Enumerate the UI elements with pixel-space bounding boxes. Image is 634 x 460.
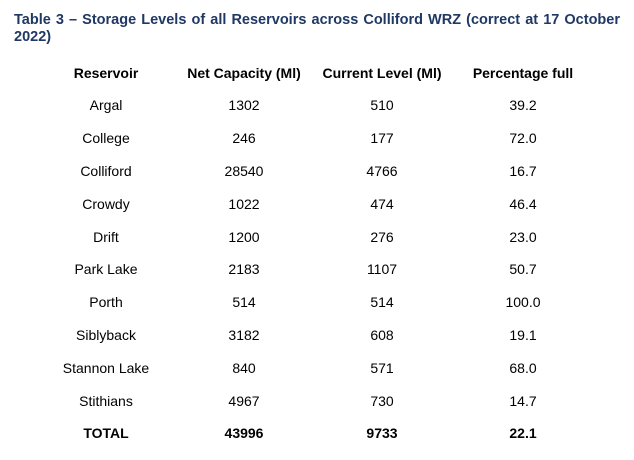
- reservoir-name: College: [82, 130, 130, 147]
- total-percentage-full: 22.1: [509, 425, 537, 442]
- table-row: Park Lake 2183 1107 50.7: [37, 253, 595, 286]
- percentage-full-value: 68.0: [509, 359, 537, 376]
- table-row: Stithians 4967 730 14.7: [37, 384, 595, 417]
- reservoir-name: Stithians: [79, 392, 133, 409]
- percentage-full-value: 19.1: [509, 326, 537, 343]
- net-capacity-value: 1022: [228, 195, 260, 212]
- total-current-level: 9733: [366, 425, 398, 442]
- table-row: College 246 177 72.0: [37, 122, 595, 155]
- table-row: Stannon Lake 840 571 68.0: [37, 351, 595, 384]
- current-level-value: 4766: [366, 162, 398, 179]
- current-level-value: 730: [370, 392, 394, 409]
- reservoir-name: Colliford: [80, 162, 132, 179]
- percentage-full-value: 100.0: [505, 294, 541, 311]
- net-capacity-value: 28540: [224, 162, 264, 179]
- reservoir-name: Crowdy: [82, 195, 130, 212]
- table-row: Argal 1302 510 39.2: [37, 89, 595, 122]
- percentage-full-value: 16.7: [509, 162, 537, 179]
- header-current-level: Current Level (Ml): [322, 65, 442, 81]
- table-row: Porth 514 514 100.0: [37, 286, 595, 319]
- current-level-value: 177: [370, 130, 394, 147]
- header-net-capacity: Net Capacity (Ml): [187, 65, 301, 81]
- total-net-capacity: 43996: [224, 425, 264, 442]
- table-row: Drift 1200 276 23.0: [37, 220, 595, 253]
- table-caption: Table 3 – Storage Levels of all Reservoi…: [14, 12, 620, 45]
- net-capacity-value: 3182: [228, 326, 260, 343]
- net-capacity-value: 1302: [228, 97, 260, 114]
- header-percentage-full: Percentage full: [472, 65, 574, 81]
- current-level-value: 474: [370, 195, 394, 212]
- current-level-value: 608: [370, 326, 394, 343]
- percentage-full-value: 46.4: [509, 195, 537, 212]
- percentage-full-value: 39.2: [509, 97, 537, 114]
- percentage-full-value: 23.0: [509, 228, 537, 245]
- reservoir-name: Stannon Lake: [62, 359, 150, 376]
- net-capacity-value: 2183: [228, 261, 260, 278]
- net-capacity-value: 246: [232, 130, 256, 147]
- table-header-row: Reservoir Net Capacity (Ml) Current Leve…: [37, 57, 595, 89]
- reservoir-name: Drift: [93, 228, 119, 245]
- total-label: TOTAL: [83, 425, 129, 442]
- percentage-full-value: 72.0: [509, 130, 537, 147]
- current-level-value: 510: [370, 97, 394, 114]
- net-capacity-value: 4967: [228, 392, 260, 409]
- net-capacity-value: 1200: [228, 228, 260, 245]
- reservoir-name: Park Lake: [74, 261, 138, 278]
- current-level-value: 1107: [366, 261, 398, 278]
- current-level-value: 276: [370, 228, 394, 245]
- reservoir-storage-table: Reservoir Net Capacity (Ml) Current Leve…: [37, 57, 595, 450]
- reservoir-name: Siblyback: [76, 326, 136, 343]
- net-capacity-value: 514: [232, 294, 256, 311]
- current-level-value: 571: [370, 359, 394, 376]
- header-reservoir: Reservoir: [73, 65, 139, 81]
- total-row: TOTAL 43996 9733 22.1: [37, 417, 595, 450]
- table-row: Crowdy 1022 474 46.4: [37, 187, 595, 220]
- reservoir-name: Argal: [89, 97, 123, 114]
- current-level-value: 514: [370, 294, 394, 311]
- table-row: Siblyback 3182 608 19.1: [37, 319, 595, 352]
- percentage-full-value: 50.7: [509, 261, 537, 278]
- percentage-full-value: 14.7: [509, 392, 537, 409]
- table-row: Colliford 28540 4766 16.7: [37, 155, 595, 188]
- net-capacity-value: 840: [232, 359, 256, 376]
- reservoir-name: Porth: [89, 294, 123, 311]
